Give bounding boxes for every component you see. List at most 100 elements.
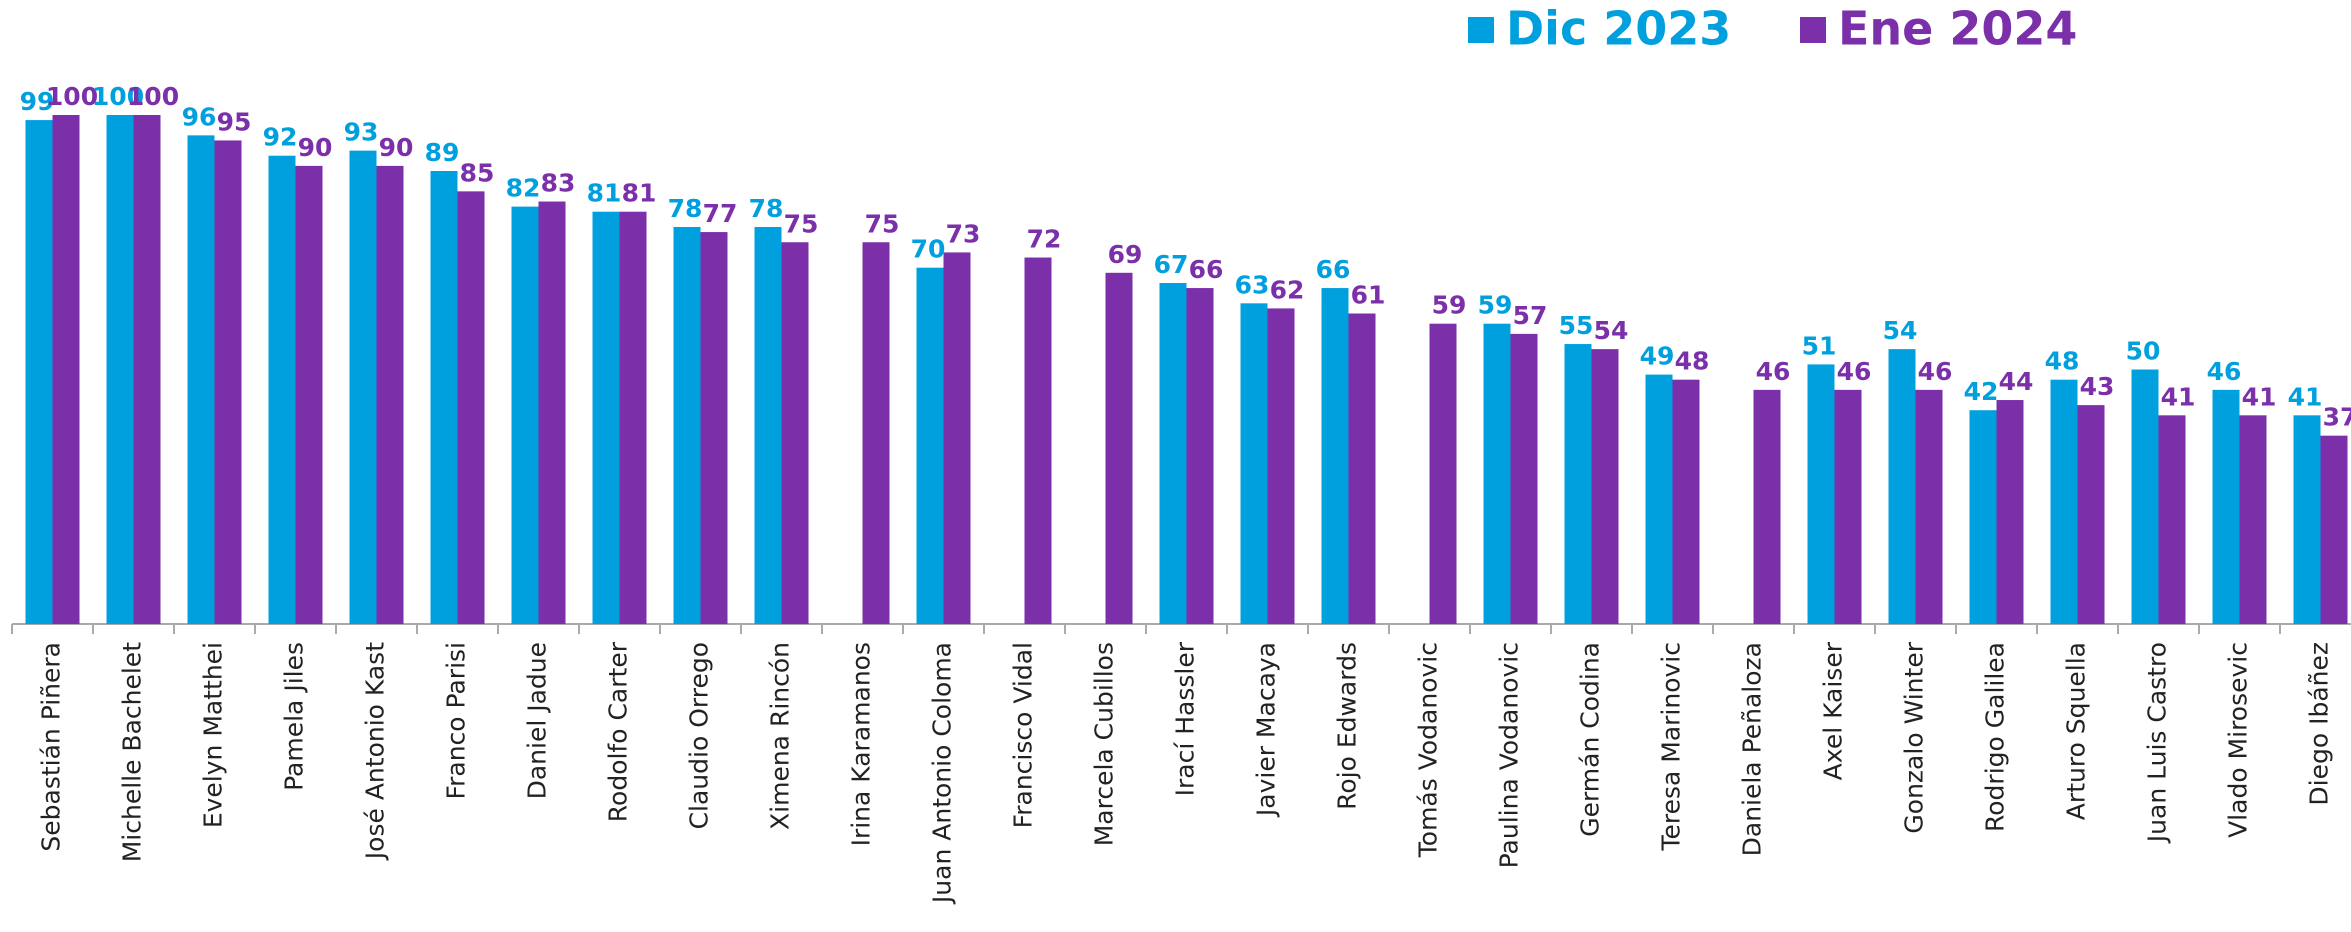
bar — [268, 155, 296, 624]
value-label: 78 — [749, 194, 784, 223]
legend-label: Ene 2024 — [1838, 2, 2077, 56]
bar — [2212, 389, 2240, 624]
value-label: 49 — [1640, 342, 1675, 371]
bar — [2131, 369, 2159, 624]
x-tick-label: José Antonio Kast — [361, 642, 390, 861]
bar — [2239, 415, 2267, 624]
value-label: 67 — [1154, 250, 1189, 279]
bar — [1159, 282, 1187, 624]
value-label: 55 — [1559, 311, 1594, 340]
value-label: 46 — [1756, 357, 1791, 386]
value-label: 93 — [344, 118, 379, 147]
bar — [1321, 288, 1349, 624]
value-label: 77 — [703, 199, 738, 228]
bar — [1564, 344, 1592, 624]
value-label: 46 — [2207, 357, 2242, 386]
x-tick-label: Daniel Jadue — [523, 642, 552, 799]
bar — [2050, 379, 2078, 624]
bar — [862, 242, 890, 624]
value-label: 75 — [865, 209, 900, 238]
bar — [1267, 308, 1295, 624]
x-tick-label: Teresa Marinovic — [1657, 642, 1686, 852]
bar — [592, 211, 620, 624]
bar — [2293, 415, 2321, 624]
x-tick-label: Marcela Cubillos — [1090, 642, 1119, 846]
x-tick-label: Pamela Jiles — [280, 642, 309, 791]
value-label: 51 — [1802, 331, 1837, 360]
x-tick-label: Javier Macaya — [1252, 642, 1281, 818]
x-tick-label: Irina Karamanos — [847, 642, 876, 846]
value-label: 48 — [1675, 347, 1710, 376]
bar — [133, 115, 161, 624]
x-tick-label: Arturo Squella — [2062, 642, 2091, 820]
value-label: 72 — [1027, 225, 1062, 254]
bar — [1807, 364, 1835, 624]
value-label: 66 — [1316, 255, 1351, 284]
value-label: 78 — [668, 194, 703, 223]
x-tick-label: Tomás Vodanovic — [1414, 642, 1443, 858]
value-label: 46 — [1918, 357, 1953, 386]
x-tick-label: Gonzalo Winter — [1900, 641, 1929, 833]
bar — [106, 115, 134, 624]
bar — [781, 242, 809, 624]
x-tick-label: Diego Ibáñez — [2305, 642, 2334, 806]
value-label: 95 — [217, 107, 252, 136]
x-tick-label: Rojo Edwards — [1333, 642, 1362, 810]
bar — [1240, 303, 1268, 624]
value-label: 70 — [911, 235, 946, 264]
value-label: 81 — [587, 179, 622, 208]
legend-label: Dic 2023 — [1506, 2, 1731, 56]
value-label: 41 — [2242, 382, 2277, 411]
value-label: 90 — [298, 133, 333, 162]
bar — [1834, 389, 1862, 624]
bar — [700, 232, 728, 624]
bar — [754, 226, 782, 625]
value-label: 41 — [2161, 382, 2196, 411]
value-label: 100 — [92, 82, 144, 111]
bar — [457, 191, 485, 624]
value-label: 54 — [1883, 316, 1918, 345]
value-label: 90 — [379, 133, 414, 162]
bar — [1186, 288, 1214, 624]
bar — [2158, 415, 2186, 624]
bar — [25, 120, 53, 624]
value-label: 66 — [1189, 255, 1224, 284]
bar — [1888, 349, 1916, 624]
bar — [1510, 333, 1538, 624]
value-label: 46 — [1837, 357, 1872, 386]
value-label: 83 — [541, 169, 576, 198]
bar — [619, 211, 647, 624]
legend-swatch — [1800, 17, 1826, 43]
bar — [538, 201, 566, 624]
value-label: 85 — [460, 158, 495, 187]
x-tick-label: Sebastián Piñera — [37, 642, 66, 852]
x-tick-label: Ximena Rincón — [766, 642, 795, 830]
bar — [1024, 257, 1052, 624]
bar — [1915, 389, 1943, 624]
legend-swatch — [1468, 17, 1494, 43]
x-tick-label: Franco Parisi — [442, 642, 471, 799]
value-label: 54 — [1594, 316, 1629, 345]
bar — [2320, 435, 2348, 624]
x-tick-label: Michelle Bachelet — [118, 642, 147, 862]
value-label: 50 — [2126, 337, 2161, 366]
value-label: 99 — [20, 87, 55, 116]
bar — [1348, 313, 1376, 624]
x-tick-label: Vlado Mirosevic — [2224, 642, 2253, 838]
x-tick-label: Paulina Vodanovic — [1495, 642, 1524, 868]
bar — [916, 267, 944, 624]
bar — [673, 226, 701, 625]
bar — [349, 150, 377, 624]
value-label: 100 — [127, 82, 179, 111]
value-label: 73 — [946, 219, 981, 248]
x-tick-label: Rodolfo Carter — [604, 641, 633, 822]
value-label: 44 — [1999, 367, 2034, 396]
value-label: 63 — [1235, 270, 1270, 299]
value-label: 42 — [1964, 377, 1999, 406]
bar — [2077, 405, 2105, 624]
value-label: 69 — [1108, 240, 1143, 269]
value-label: 59 — [1478, 291, 1513, 320]
bar — [430, 170, 458, 625]
